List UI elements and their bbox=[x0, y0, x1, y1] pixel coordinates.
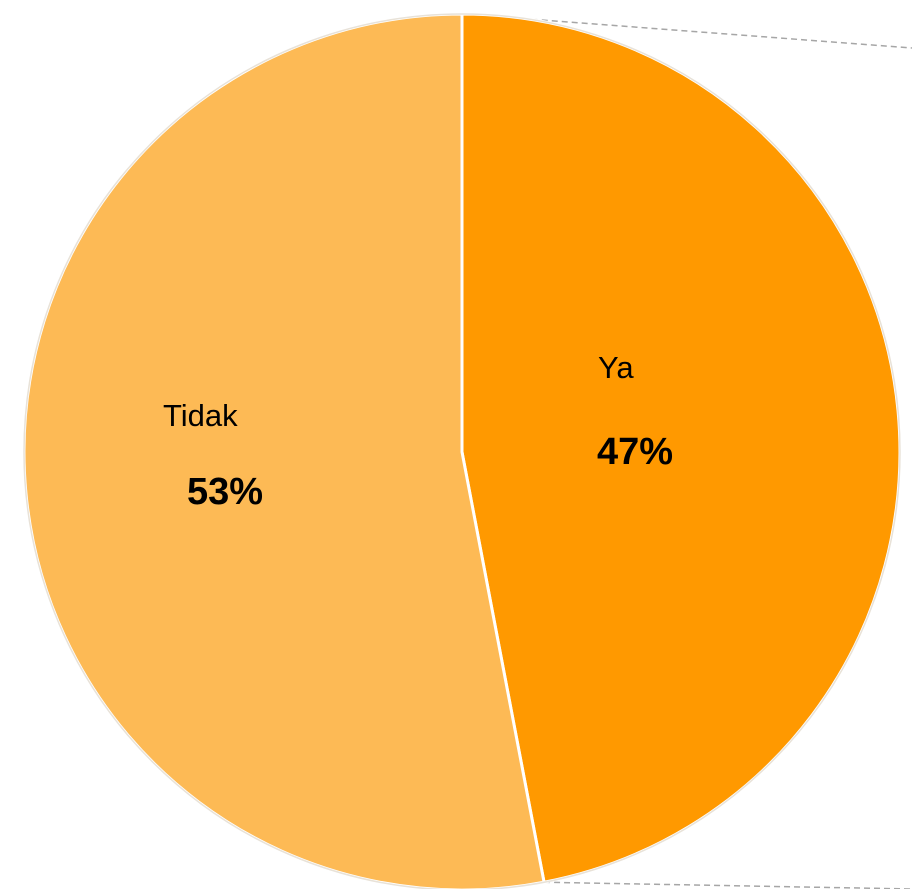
pie-outline bbox=[23, 13, 901, 889]
slice-label-tidak: Tidak bbox=[163, 398, 238, 433]
pie-labels: Ya 47% Tidak 53% bbox=[163, 350, 673, 513]
slice-label-ya: Ya bbox=[598, 350, 634, 385]
pie-slice-ya bbox=[460, 12, 902, 884]
pie-slices bbox=[22, 12, 902, 889]
slice-value-ya: 47% bbox=[597, 431, 673, 473]
pie-connector-line bbox=[544, 881, 912, 889]
slice-value-tidak: 53% bbox=[187, 471, 263, 513]
